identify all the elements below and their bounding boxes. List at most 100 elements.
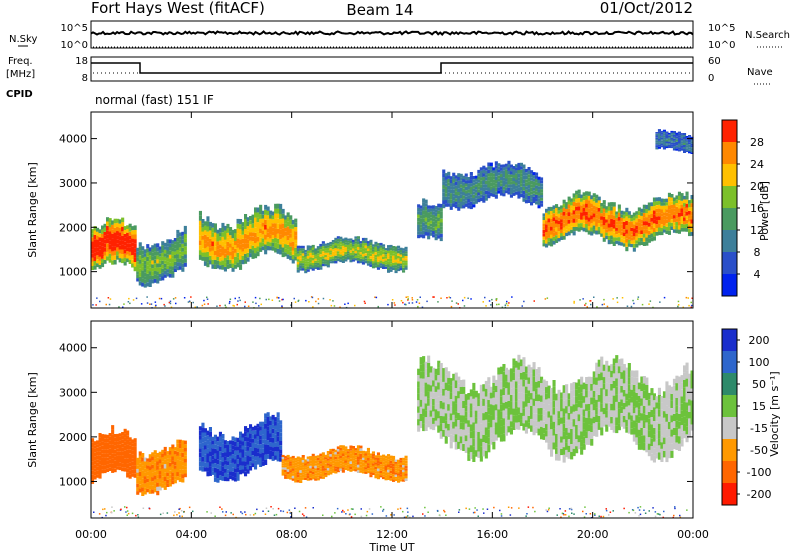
power-echo-cell — [98, 229, 102, 234]
power-echo-cell — [166, 261, 170, 266]
power-echo-cell — [487, 187, 491, 192]
power-echo-cell — [404, 251, 408, 254]
velocity-echo-cell — [459, 422, 463, 430]
velocity-echo-cell — [630, 421, 634, 429]
power-echo-cell — [351, 255, 355, 258]
power-echo-cell — [462, 192, 466, 196]
velocity-echo-cell — [494, 434, 498, 441]
power-echo-cell — [246, 239, 250, 244]
velocity-echo-cell — [612, 410, 616, 418]
power-echo-cell — [625, 242, 629, 247]
velocity-echo-cell — [670, 429, 674, 437]
velocity-echo-cell — [519, 419, 523, 426]
velocity-echo-cell — [286, 466, 290, 470]
power-echo-cell — [93, 234, 97, 240]
velocity-echo-cell — [168, 478, 172, 483]
power-echo-cell — [677, 135, 681, 138]
power-echo-cell — [387, 264, 391, 268]
power-echo-cell — [442, 173, 446, 178]
velocity-echo-cell — [622, 370, 626, 377]
power-echo-cell — [148, 275, 152, 280]
power-echo-cell — [690, 231, 694, 236]
velocity-echo-cell — [452, 387, 456, 395]
velocity-echo-cell — [517, 377, 521, 385]
velocity-echo-cell — [239, 461, 243, 466]
power-echo-cell — [670, 219, 674, 223]
power-echo-cell — [158, 249, 162, 254]
velocity-echo-cell — [447, 390, 451, 398]
power-echo-cell — [514, 188, 518, 192]
velocity-echo-cell — [321, 465, 325, 469]
power-echo-cell — [437, 224, 441, 229]
power-echo-cell — [645, 241, 649, 246]
power-echo-cell — [677, 195, 681, 201]
power-echo-cell — [517, 177, 521, 181]
velocity-echo-cell — [507, 375, 511, 383]
velocity-echo-cell — [567, 426, 571, 433]
power-speckle — [455, 302, 458, 304]
velocity-echo-cell — [226, 461, 230, 466]
power-echo-cell — [108, 253, 112, 259]
velocity-echo-cell — [221, 443, 225, 449]
velocity-echo-cell — [344, 462, 348, 466]
power-speckle — [216, 305, 218, 307]
power-echo-cell — [452, 196, 456, 200]
velocity-echo-cell — [349, 461, 353, 464]
power-speckle — [374, 296, 376, 298]
velocity-echo-cell — [615, 409, 619, 418]
velocity-echo-cell — [239, 431, 243, 436]
power-echo-cell — [434, 233, 438, 237]
velocity-echo-cell — [271, 437, 275, 443]
power-echo-cell — [647, 222, 651, 227]
velocity-echo-cell — [422, 363, 426, 372]
velocity-echo-cell — [374, 476, 378, 479]
power-echo-cell — [657, 208, 661, 213]
velocity-echo-cell — [103, 469, 107, 474]
velocity-echo-cell — [444, 382, 448, 391]
velocity-echo-cell — [464, 399, 468, 406]
power-echo-cell — [652, 236, 656, 241]
velocity-echo-cell — [249, 438, 253, 443]
velocity-echo-cell — [530, 418, 534, 426]
power-echo-cell — [655, 135, 659, 138]
velocity-echo-cell — [229, 448, 233, 452]
velocity-echo-cell — [645, 444, 649, 453]
power-echo-cell — [326, 257, 330, 261]
power-echo-cell — [497, 166, 501, 170]
velocity-echo-cell — [494, 392, 498, 399]
velocity-echo-cell — [577, 442, 581, 450]
velocity-echo-cell — [540, 383, 544, 390]
velocity-echo-cell — [244, 466, 248, 472]
power-echo-cell — [625, 220, 629, 226]
velocity-echo-cell — [271, 428, 275, 434]
power-echo-cell — [565, 219, 569, 223]
power-echo-cell — [484, 184, 488, 188]
power-echo-cell — [382, 261, 386, 265]
power-echo-cell — [690, 138, 694, 141]
power-echo-cell — [221, 222, 225, 228]
power-echo-cell — [522, 198, 526, 202]
velocity-echo-cell — [176, 472, 180, 477]
velocity-echo-cell — [519, 392, 523, 400]
velocity-echo-cell — [281, 473, 285, 476]
velocity-echo-cell — [96, 462, 100, 467]
power-echo-cell — [590, 211, 594, 216]
power-echo-cell — [625, 207, 629, 213]
power-echo-cell — [657, 140, 661, 143]
velocity-echo-cell — [627, 412, 631, 420]
velocity-echo-cell — [269, 455, 273, 460]
velocity-echo-cell — [597, 422, 601, 430]
velocity-echo-cell — [625, 367, 629, 375]
power-echo-cell — [680, 138, 684, 141]
power-echo-cell — [665, 202, 669, 206]
velocity-echo-cell — [532, 398, 536, 406]
power-echo-cell — [246, 243, 250, 249]
velocity-echo-cell — [359, 451, 363, 454]
power-echo-cell — [660, 137, 664, 140]
power-echo-cell — [249, 228, 253, 233]
velocity-echo-cell — [198, 426, 202, 431]
velocity-echo-cell — [612, 425, 616, 433]
velocity-echo-cell — [271, 424, 275, 429]
power-echo-cell — [537, 198, 541, 202]
velocity-echo-cell — [635, 370, 639, 378]
